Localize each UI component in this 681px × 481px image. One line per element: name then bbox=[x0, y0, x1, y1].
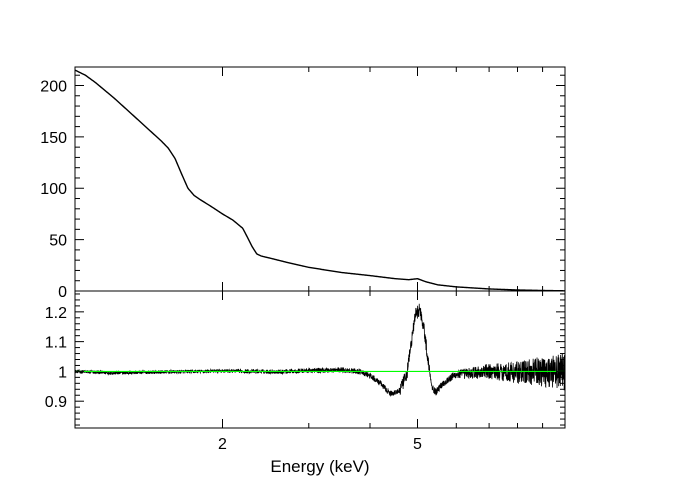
top-ytick-label: 50 bbox=[49, 233, 67, 250]
bottom-ytick-label: 1.2 bbox=[45, 305, 67, 322]
top-series-line-0 bbox=[75, 69, 565, 291]
x-axis-title: Energy (keV) bbox=[270, 457, 369, 476]
bottom-ytick-label: 0.9 bbox=[45, 394, 67, 411]
bottom-ytick-label: 1.1 bbox=[45, 335, 67, 352]
top-ytick-label: 200 bbox=[40, 78, 67, 95]
top-ytick-label: 100 bbox=[40, 181, 67, 198]
bottom-panel: 0.9 1 1.1 1.2 2 5 Energy (keV) bbox=[45, 290, 566, 476]
top-ytick-label: 150 bbox=[40, 130, 67, 147]
xtick-label: 2 bbox=[218, 436, 227, 453]
xtick-label: 5 bbox=[413, 436, 422, 453]
top-ytick-label: 0 bbox=[58, 284, 67, 301]
bottom-ytick-label: 1 bbox=[58, 364, 67, 381]
